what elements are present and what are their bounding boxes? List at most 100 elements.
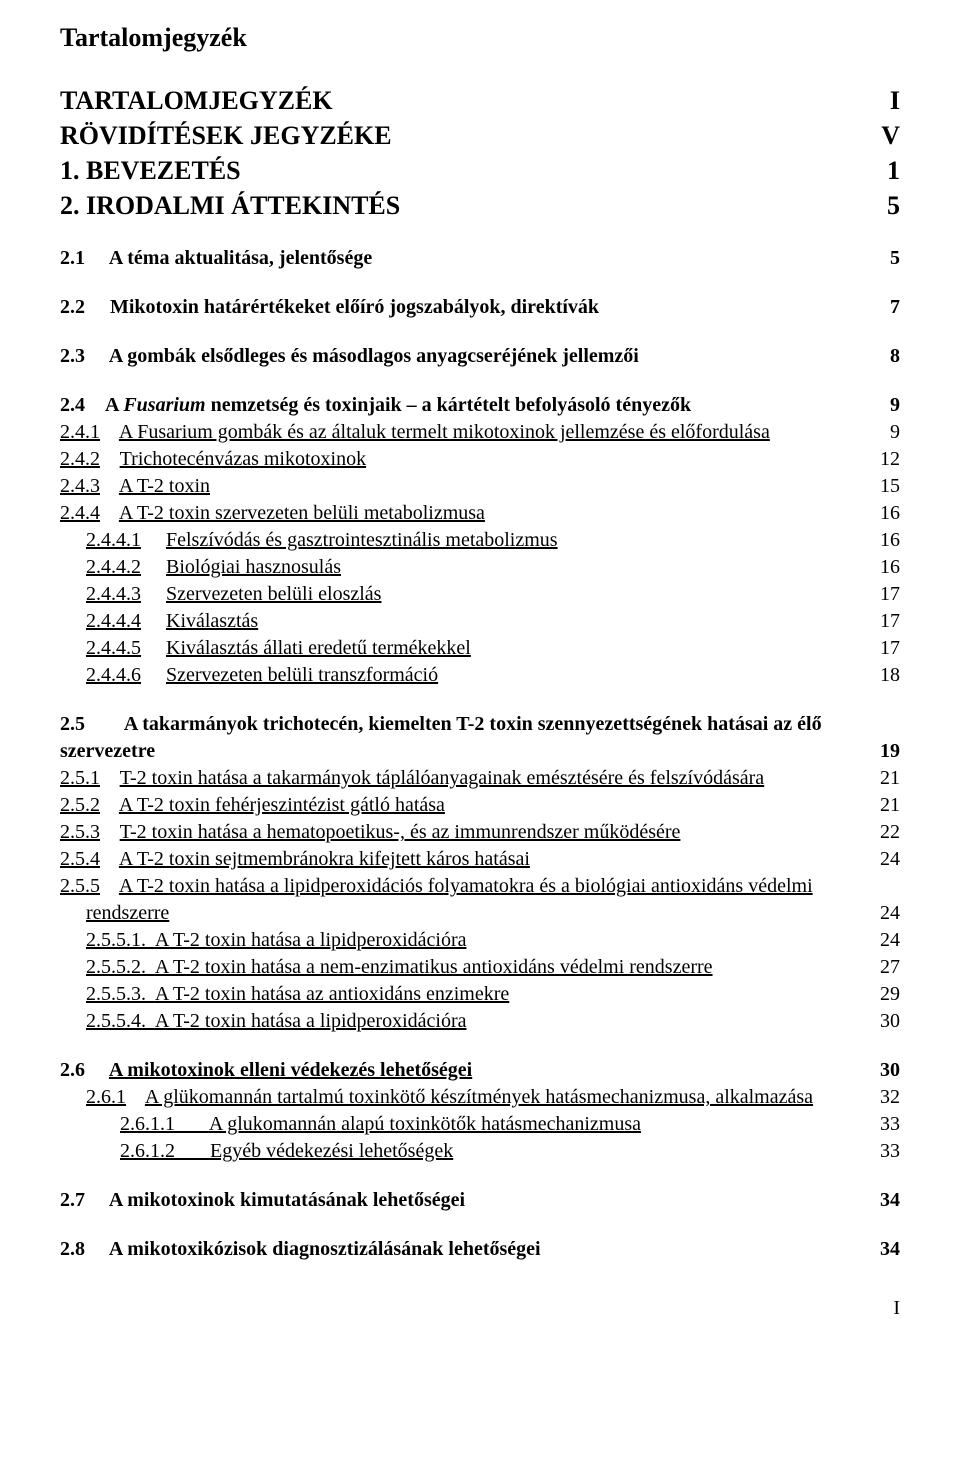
toc-label: 2.5.3 T-2 toxin hatása a hematopoetikus-… <box>60 819 860 846</box>
section-title: Trichotecénvázas mikotoxinok <box>120 448 366 470</box>
toc-entry: 2.3 A gombák elsődleges és másodlagos an… <box>60 343 900 370</box>
toc-entry: 2.4.4.6 Szervezeten belüli transzformáci… <box>60 662 900 689</box>
toc-page: 17 <box>860 581 900 608</box>
toc-label: 2.4.1 A Fusarium gombák és az általuk te… <box>60 419 860 446</box>
section-number: 2.1 <box>60 247 85 269</box>
toc-label: 2.5.4 A T-2 toxin sejtmembránokra kifejt… <box>60 846 860 873</box>
toc-entry: 2.5.5.3. A T-2 toxin hatása az antioxidá… <box>60 981 900 1008</box>
section-title: A glukomannán alapú toxinkötők hatásmech… <box>209 1113 641 1135</box>
section-title: Mikotoxin határértékeket előíró jogszabá… <box>110 296 599 318</box>
toc-label: 2.4.4.2 Biológiai hasznosulás <box>86 554 860 581</box>
toc-entry: 2.4.4.3 Szervezeten belüli eloszlás 17 <box>60 581 900 608</box>
toc-entry: 2.4.2 Trichotecénvázas mikotoxinok 12 <box>60 446 900 473</box>
section-title: A T-2 toxin hatása a lipidperoxidációra <box>155 1010 467 1032</box>
toc-page: 21 <box>860 765 900 792</box>
toc-page: 17 <box>860 608 900 635</box>
toc-page: 24 <box>860 900 900 927</box>
toc-label: 2.5.5.4. A T-2 toxin hatása a lipidperox… <box>86 1008 860 1035</box>
section-title: Felszívódás és gasztrointesztinális meta… <box>166 529 558 551</box>
toc-label: 2.6 A mikotoxinok elleni védekezés lehet… <box>60 1057 860 1084</box>
section-title: A T-2 toxin hatása az antioxidáns enzime… <box>155 983 509 1005</box>
section-number: 2.2 <box>60 296 85 318</box>
toc-entry: 2.6.1.1 A glukomannán alapú toxinkötők h… <box>60 1111 900 1138</box>
toc-page: 30 <box>860 1008 900 1035</box>
toc-label: 2.7 A mikotoxinok kimutatásának lehetősé… <box>60 1187 860 1214</box>
section-number: 2.6.1.1 <box>120 1113 175 1135</box>
toc-label: 2.4.4.1 Felszívódás és gasztrointesztiná… <box>86 527 860 554</box>
section-title: A T-2 toxin szervezeten belüli metaboliz… <box>119 502 485 524</box>
toc-entry: 2.6 A mikotoxinok elleni védekezés lehet… <box>60 1057 900 1084</box>
toc-page: V <box>860 118 900 153</box>
toc-page: 29 <box>860 981 900 1008</box>
toc-page: 22 <box>860 819 900 846</box>
toc-label: 2.5.1 T-2 toxin hatása a takarmányok táp… <box>60 765 860 792</box>
toc-page: 17 <box>860 635 900 662</box>
section-number: 2.4.4 <box>60 502 100 524</box>
toc-label: 2.4.4.5 Kiválasztás állati eredetű termé… <box>86 635 860 662</box>
section-title: Egyéb védekezési lehetőségek <box>210 1140 453 1162</box>
section-title: A T-2 toxin fehérjeszintézist gátló hatá… <box>119 794 445 816</box>
toc-page: 33 <box>860 1111 900 1138</box>
toc-page: 24 <box>860 927 900 954</box>
toc-label: 2.3 A gombák elsődleges és másodlagos an… <box>60 343 860 370</box>
toc-label: 2.4.4.4 Kiválasztás <box>86 608 860 635</box>
section-number: 2.6 <box>60 1059 85 1081</box>
section-number: 2.4.4.4 <box>86 610 141 632</box>
toc-page: 1 <box>860 153 900 188</box>
toc-entry: 2.5.5.1. A T-2 toxin hatása a lipidperox… <box>60 927 900 954</box>
toc-label: 2. IRODALMI ÁTTEKINTÉS <box>60 188 860 223</box>
toc-page: 18 <box>860 662 900 689</box>
section-number: 2.4 <box>60 394 85 416</box>
section-title: A gombák elsődleges és másodlagos anyagc… <box>109 345 639 367</box>
toc-entry: 2.5.2 A T-2 toxin fehérjeszintézist gátl… <box>60 792 900 819</box>
toc-label: 2.2 Mikotoxin határértékeket előíró jogs… <box>60 294 860 321</box>
toc-label: 2.4.4 A T-2 toxin szervezeten belüli met… <box>60 500 860 527</box>
section-number: 2.6.1 <box>86 1086 126 1108</box>
section-title: Szervezeten belüli eloszlás <box>166 583 381 605</box>
section-number: 2.4.4.5 <box>86 637 141 659</box>
toc-entry: 2.4.4.4 Kiválasztás 17 <box>60 608 900 635</box>
section-title: Biológiai hasznosulás <box>166 556 341 578</box>
section-number: 2.3 <box>60 345 85 367</box>
section-title: A T-2 toxin sejtmembránokra kifejtett ká… <box>119 848 530 870</box>
section-title: A mikotoxinok kimutatásának lehetőségei <box>109 1189 465 1211</box>
section-title: T-2 toxin hatása a takarmányok táplálóan… <box>120 767 765 789</box>
toc-page: 12 <box>860 446 900 473</box>
toc-page: 19 <box>860 738 900 765</box>
toc-label: 2.4.4.3 Szervezeten belüli eloszlás <box>86 581 860 608</box>
toc-label: 2.4.2 Trichotecénvázas mikotoxinok <box>60 446 860 473</box>
toc-entry: 2. IRODALMI ÁTTEKINTÉS 5 <box>60 188 900 223</box>
section-title-pre: A <box>105 394 123 416</box>
toc-label: 2.5.5.1. A T-2 toxin hatása a lipidperox… <box>86 927 860 954</box>
section-number: 2.4.4.1 <box>86 529 141 551</box>
section-number: 2.4.1 <box>60 421 100 443</box>
section-number: 2.5.4 <box>60 848 100 870</box>
toc-label: 2.5.2 A T-2 toxin fehérjeszintézist gátl… <box>60 792 860 819</box>
section-number: 2.5.1 <box>60 767 100 789</box>
toc-label: 2.4 A Fusarium nemzetség és toxinjaik – … <box>60 392 860 419</box>
toc-entry: TARTALOMJEGYZÉK I <box>60 83 900 118</box>
toc-entry: 2.5.5.2. A T-2 toxin hatása a nem-enzima… <box>60 954 900 981</box>
section-number: 2.5.3 <box>60 821 100 843</box>
toc-page: 24 <box>860 846 900 873</box>
toc-label: 2.5 A takarmányok trichotecén, kiemelten… <box>60 711 900 738</box>
page-number: I <box>60 1295 900 1322</box>
toc-entry: 2.4 A Fusarium nemzetség és toxinjaik – … <box>60 392 900 419</box>
section-title-post: nemzetség és toxinjaik – a kártételt bef… <box>206 394 691 416</box>
toc-entry: 2.5.5 A T-2 toxin hatása a lipidperoxidá… <box>60 873 900 927</box>
toc-entry: 2.5.4 A T-2 toxin sejtmembránokra kifejt… <box>60 846 900 873</box>
toc-entry: 2.5 A takarmányok trichotecén, kiemelten… <box>60 711 900 765</box>
section-number: 2.5.2 <box>60 794 100 816</box>
toc-label: RÖVIDÍTÉSEK JEGYZÉKE <box>60 118 860 153</box>
toc-label: 2.6.1 A glükomannán tartalmú toxinkötő k… <box>86 1084 860 1111</box>
section-title: T-2 toxin hatása a hematopoetikus-, és a… <box>120 821 681 843</box>
section-number: 2.5 <box>60 713 85 735</box>
section-number: 2.7 <box>60 1189 85 1211</box>
section-title-italic: Fusarium <box>123 394 205 416</box>
toc-page: 30 <box>860 1057 900 1084</box>
section-title: A T-2 toxin hatása a nem-enzimatikus ant… <box>155 956 713 978</box>
toc-page: 34 <box>860 1187 900 1214</box>
section-title: Szervezeten belüli transzformáció <box>166 664 438 686</box>
toc-entry: 2.4.4 A T-2 toxin szervezeten belüli met… <box>60 500 900 527</box>
section-number: 2.5.5.4. <box>86 1010 146 1032</box>
